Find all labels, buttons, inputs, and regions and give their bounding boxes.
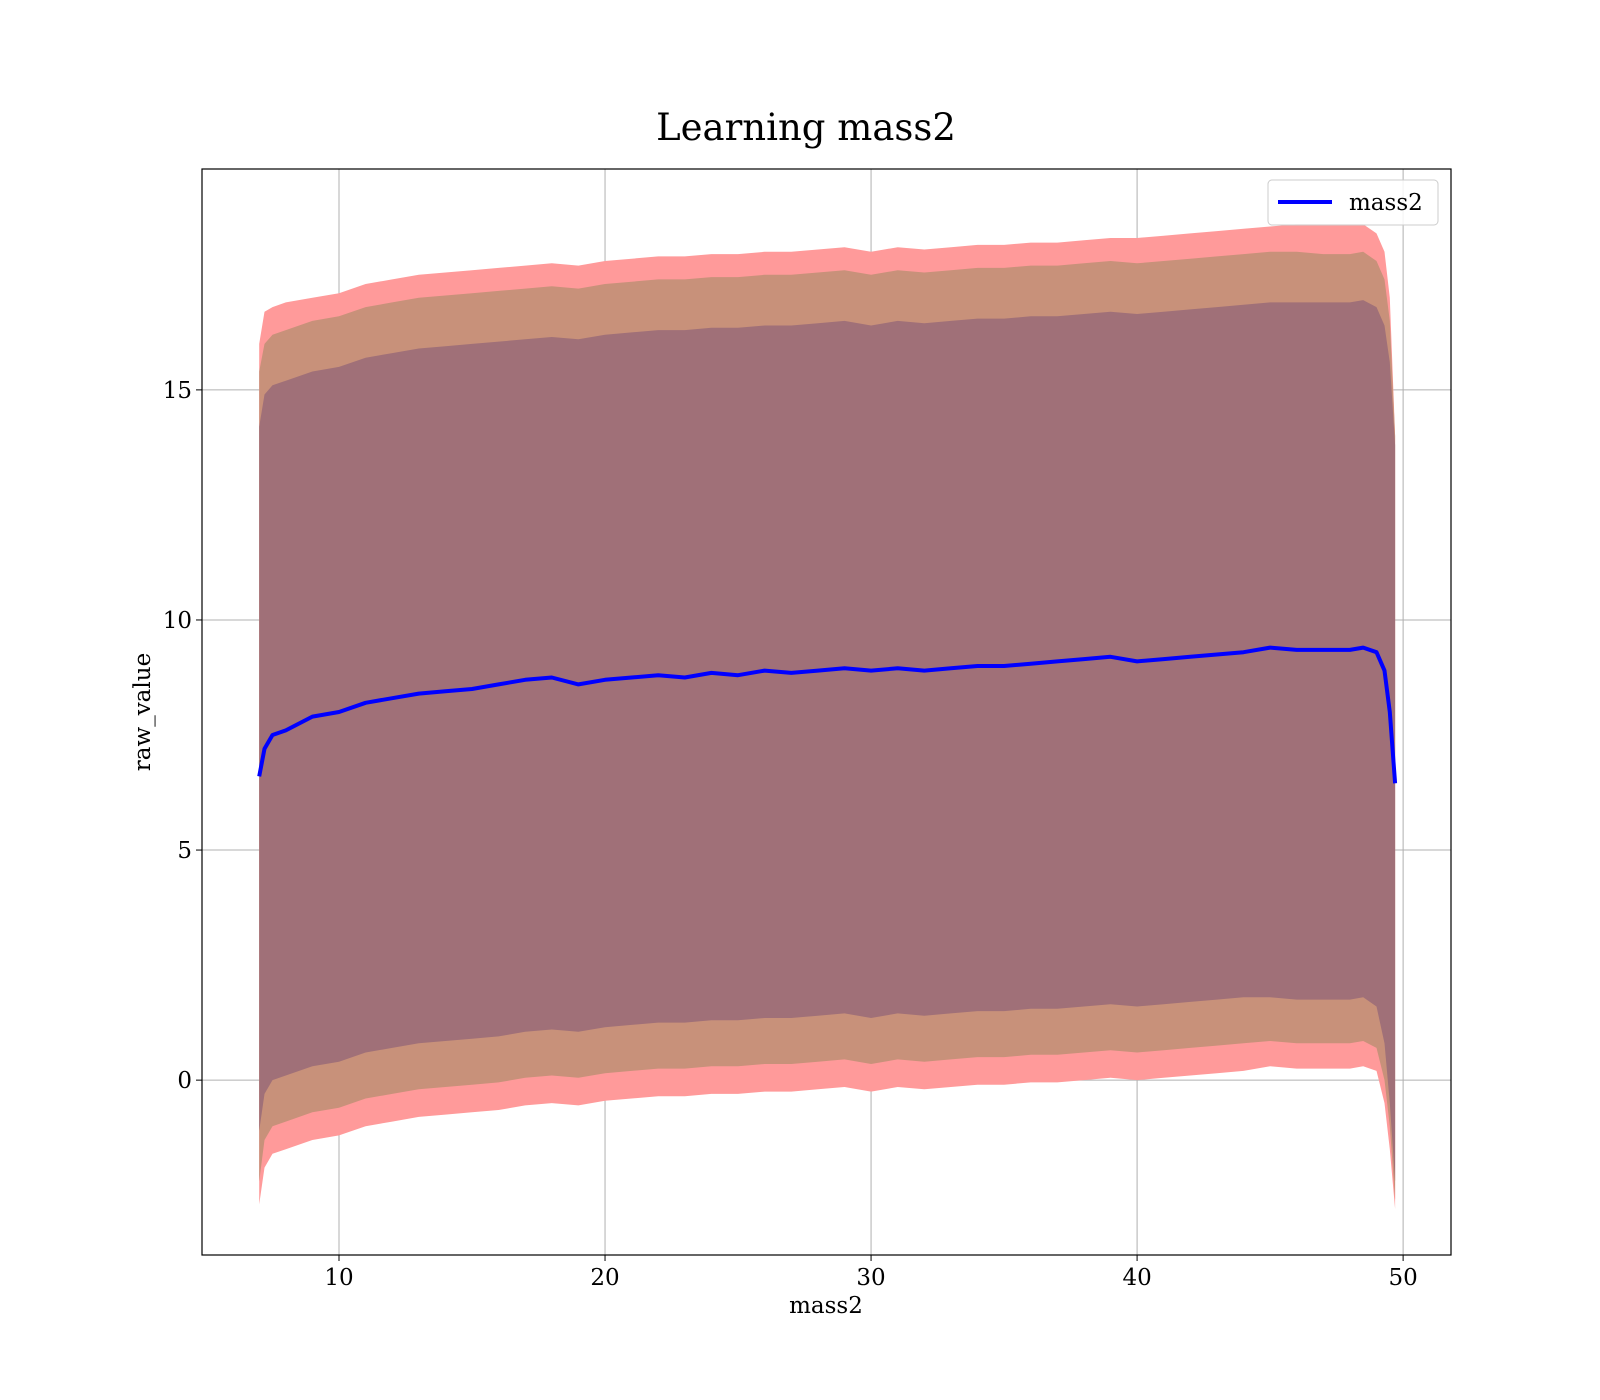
y-tick-label-2: 10 (163, 608, 192, 634)
x-tick-label-2: 30 (856, 1265, 885, 1291)
legend-label: mass2 (1349, 190, 1423, 216)
y-tick-label-3: 15 (163, 378, 192, 404)
y-axis-ticks: 0 5 10 15 (163, 378, 202, 1094)
chart-title: Learning mass2 (656, 106, 956, 149)
legend-box (1267, 179, 1439, 226)
x-tick-label-4: 50 (1388, 1265, 1417, 1291)
series-lines (257, 645, 1398, 784)
y-tick-label-0: 0 (177, 1068, 192, 1094)
confidence-bands (259, 224, 1396, 1209)
y-axis-label: raw_value (130, 653, 156, 771)
x-tick-label-3: 40 (1122, 1265, 1151, 1291)
x-axis-ticks: 10 20 30 40 50 (324, 1255, 1418, 1291)
legend: mass2 (1267, 179, 1439, 226)
x-tick-label-0: 10 (324, 1265, 353, 1291)
plot-area: 10 20 30 40 50 0 5 10 15 (163, 168, 1452, 1291)
band-inner (259, 300, 1396, 1182)
x-tick-label-1: 20 (590, 1265, 619, 1291)
plot-frame (201, 168, 1452, 1256)
x-axis-label: mass2 (789, 1293, 863, 1319)
y-tick-label-1: 5 (177, 838, 192, 864)
series-line-0 (257, 645, 1398, 784)
